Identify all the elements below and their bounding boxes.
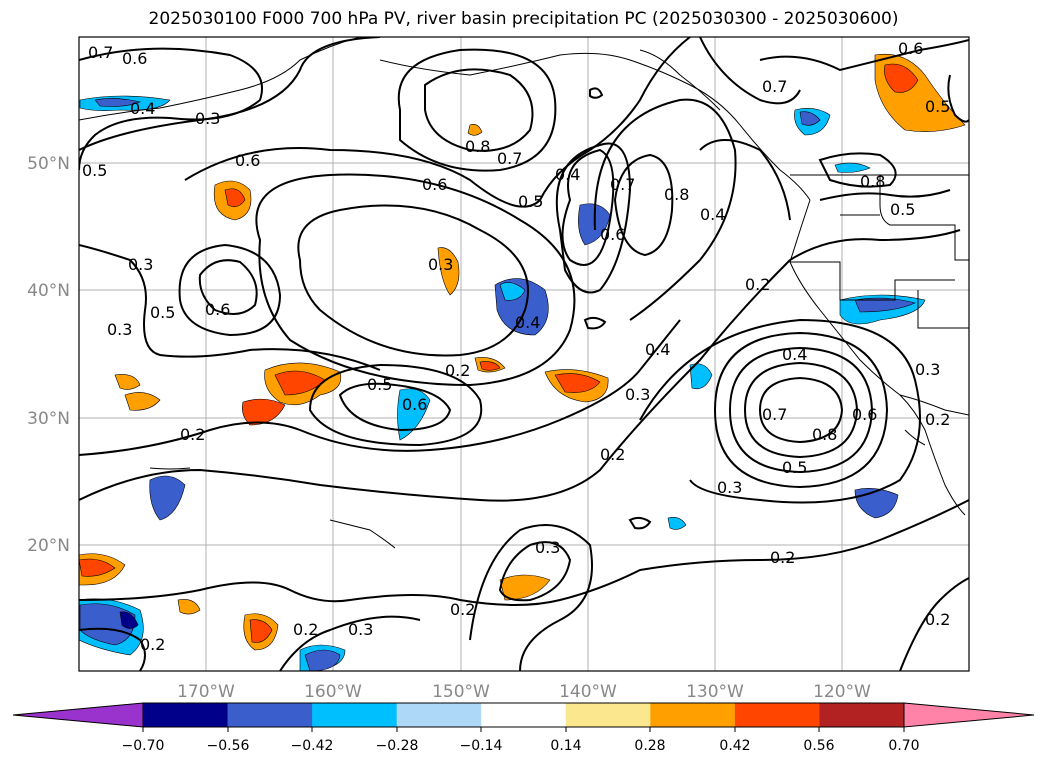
contour-label: 0.2 [140,635,165,654]
contour-label: 0.4 [555,165,580,184]
colorbar-low-extension [12,702,144,728]
colorbar-cell [227,703,313,727]
contour-labels: 0.7 0.6 0.4 0.3 0.6 0.5 0.8 0.7 0.5 0.4 … [82,39,950,654]
colorbar-cells [143,703,905,727]
colorbar-cell [565,703,651,727]
contour-label: 0.8 [465,137,490,156]
chart-title: 2025030100 F000 700 hPa PV, river basin … [148,9,899,29]
lon-label-130w: 130°W [686,682,744,702]
contour-label: 0.6 [122,49,147,68]
colorbar-tick-label: 0.42 [719,738,750,754]
colorbar-cell [819,703,905,727]
contour-label: 0.2 [600,445,625,464]
colorbar-tick-label: −0.28 [376,738,419,754]
contour-label: 0.6 [235,151,260,170]
contour-label: 0.7 [497,149,522,168]
contour-label: 0.5 [782,458,807,477]
contour-label: 0.4 [645,340,670,359]
contour-label: 0.2 [180,425,205,444]
lon-label-160w: 160°W [304,682,362,702]
colorbar-cell [143,703,229,727]
contour-label: 0.6 [402,395,427,414]
contour-label: 0.7 [610,175,635,194]
longitude-labels: 170°W 160°W 150°W 140°W 130°W 120°W [177,682,871,702]
colorbar-tick-label: 0.70 [888,738,919,754]
contour-label: 0.2 [445,361,470,380]
colorbar-cell [312,703,398,727]
lon-label-170w: 170°W [177,682,235,702]
contour-label: 0.8 [860,172,885,191]
contour-label: 0.2 [925,610,950,629]
contour-label: 0.3 [535,538,560,557]
colorbar: −0.70 −0.56 −0.42 −0.28 −0.14 0.14 0.28 … [12,702,1035,754]
lat-label-50n: 50°N [27,154,70,174]
colorbar-tick-label: 0.14 [550,738,581,754]
contour-label: 0.2 [293,620,318,639]
contour-label: 0.7 [762,405,787,424]
pv-contours [79,37,969,671]
colorbar-frame [142,702,905,728]
contour-label: 0.4 [782,345,807,364]
contour-label: 0.2 [925,410,950,429]
colorbar-tick-label: −0.56 [207,738,250,754]
lat-label-30n: 30°N [27,409,70,429]
precip-shading [79,53,966,671]
contour-label: 0.5 [925,97,950,116]
contour-label: 0.7 [762,77,787,96]
contour-label: 0.3 [428,255,453,274]
contour-label: 0.8 [812,425,837,444]
contour-label: 0.3 [915,360,940,379]
contour-label: 0.3 [625,385,650,404]
contour-label: 0.2 [450,600,475,619]
lat-label-40n: 40°N [27,281,70,301]
contour-label: 0.3 [717,478,742,497]
lat-label-20n: 20°N [27,536,70,556]
contour-label: 0.6 [600,225,625,244]
colorbar-cell [650,703,736,727]
contour-label: 0.7 [88,43,113,62]
contour-label: 0.4 [515,313,540,332]
colorbar-cell [396,703,482,727]
contour-label: 0.4 [130,99,155,118]
colorbar-tick-label: 0.56 [803,738,834,754]
contour-label: 0.5 [150,303,175,322]
contour-label: 0.3 [107,320,132,339]
lon-label-140w: 140°W [559,682,617,702]
contour-label: 0.5 [890,200,915,219]
latitude-labels: 50°N 40°N 30°N 20°N [27,154,70,556]
contour-label: 0.2 [770,548,795,567]
contour-label: 0.4 [700,205,725,224]
contour-label: 0.5 [82,161,107,180]
contour-label: 0.3 [128,255,153,274]
colorbar-tick-label: −0.70 [122,738,165,754]
colorbar-tick-label: 0.28 [634,738,665,754]
contour-label: 0.6 [852,405,877,424]
colorbar-cell [734,703,820,727]
contour-label: 0.2 [745,275,770,294]
contour-label: 0.8 [664,185,689,204]
contour-label: 0.5 [367,375,392,394]
colorbar-cell [481,703,567,727]
lon-label-120w: 120°W [813,682,871,702]
contour-label: 0.6 [205,300,230,319]
colorbar-tick-label: −0.14 [460,738,503,754]
contour-label: 0.6 [898,39,923,58]
lon-label-150w: 150°W [432,682,490,702]
contour-label: 0.6 [422,175,447,194]
contour-label: 0.3 [348,620,373,639]
colorbar-tick-marks [142,727,905,732]
contour-label: 0.5 [518,192,543,211]
contour-label: 0.3 [195,109,220,128]
map-frame [78,36,970,672]
colorbar-high-extension [903,702,1035,728]
colorbar-tick-label: −0.42 [291,738,334,754]
coastlines [79,37,969,549]
